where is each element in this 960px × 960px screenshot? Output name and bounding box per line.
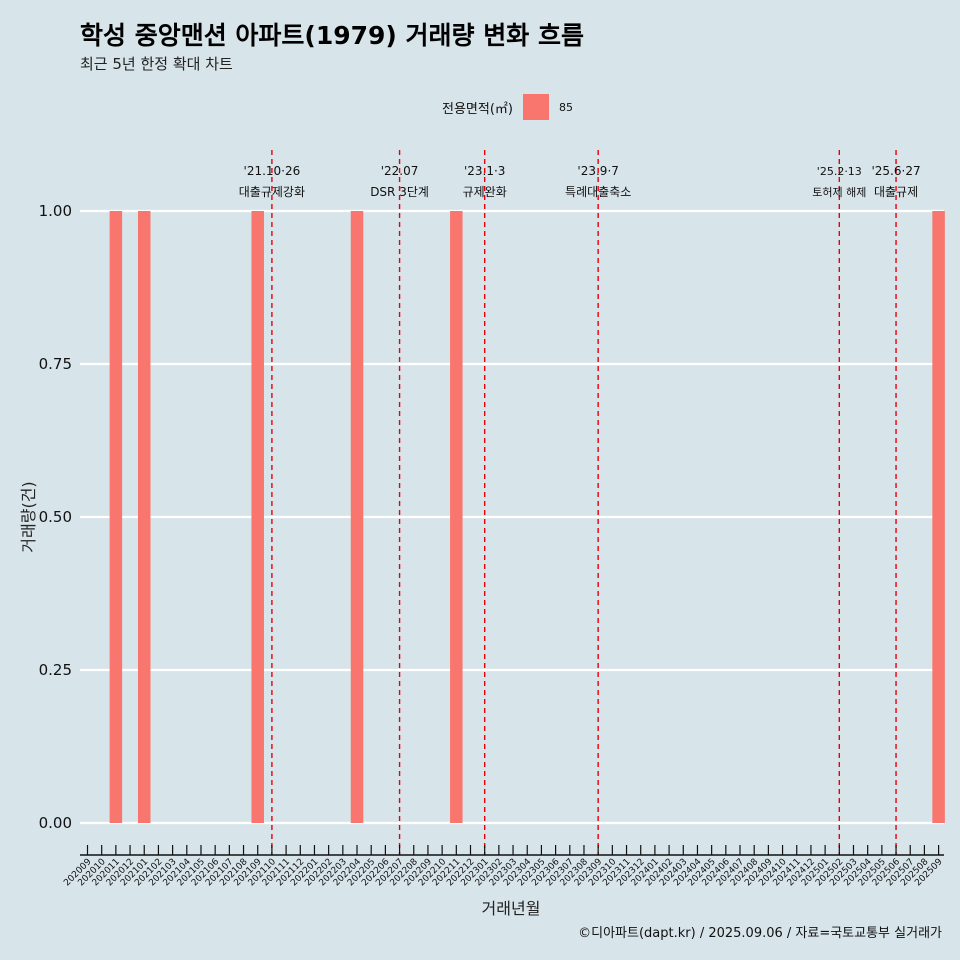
event-lines xyxy=(271,150,897,855)
bar-202211 xyxy=(450,211,463,823)
bar-202109 xyxy=(251,211,264,823)
event-label: DSR 3단계 xyxy=(370,185,429,199)
grid-lines xyxy=(80,209,944,825)
y-tick-label: 0.25 xyxy=(39,661,72,679)
x-axis-label: 거래년월 xyxy=(482,899,541,918)
y-tick-label: 1.00 xyxy=(39,202,72,220)
chart-subtitle: 최근 5년 한정 확대 차트 xyxy=(80,55,233,73)
y-tick-label: 0.50 xyxy=(39,508,72,526)
y-tick-label: 0.75 xyxy=(39,355,72,373)
bar-202204 xyxy=(350,211,364,823)
bar-202011 xyxy=(109,211,123,823)
event-date: '25.6·27 xyxy=(871,164,920,178)
event-label: 대출규제 xyxy=(874,185,918,199)
event-date: '23.1·3 xyxy=(464,164,505,178)
event-date: '22.07 xyxy=(381,164,419,178)
legend-key-swatch xyxy=(522,94,549,120)
legend: 전용면적(㎡) 85 xyxy=(442,93,573,121)
legend-title: 전용면적(㎡) xyxy=(442,101,513,117)
bar-202509 xyxy=(932,211,945,823)
chart-title: 학성 중앙맨션 아파트(1979) 거래량 변화 흐름 xyxy=(80,21,584,50)
y-axis: 0.00 0.25 0.50 0.75 1.00 xyxy=(39,202,72,832)
y-axis-label: 거래량(건) xyxy=(19,481,38,552)
bars xyxy=(109,211,945,823)
event-date: '23.9·7 xyxy=(577,164,618,178)
legend-label: 85 xyxy=(558,100,573,114)
event-label: 대출규제강화 xyxy=(239,185,305,199)
x-axis: 2020092020102020112020122021012021022021… xyxy=(62,845,945,888)
event-label: 규제완화 xyxy=(463,185,507,199)
event-date: '21.10·26 xyxy=(244,164,301,178)
event-label: 특례대출축소 xyxy=(565,185,631,199)
source-caption: ©디아파트(dapt.kr) / 2025.09.06 / 자료=국토교통부 실… xyxy=(578,926,942,941)
event-label: 토허제 해제 xyxy=(812,185,866,199)
bar-202101 xyxy=(137,211,151,823)
y-tick-label: 0.00 xyxy=(39,814,72,832)
event-annotations: '21.10·26 대출규제강화 '22.07 DSR 3단계 '23.1·3 규제완화 '… xyxy=(239,164,921,199)
event-date: '25.2·13 xyxy=(817,165,862,178)
